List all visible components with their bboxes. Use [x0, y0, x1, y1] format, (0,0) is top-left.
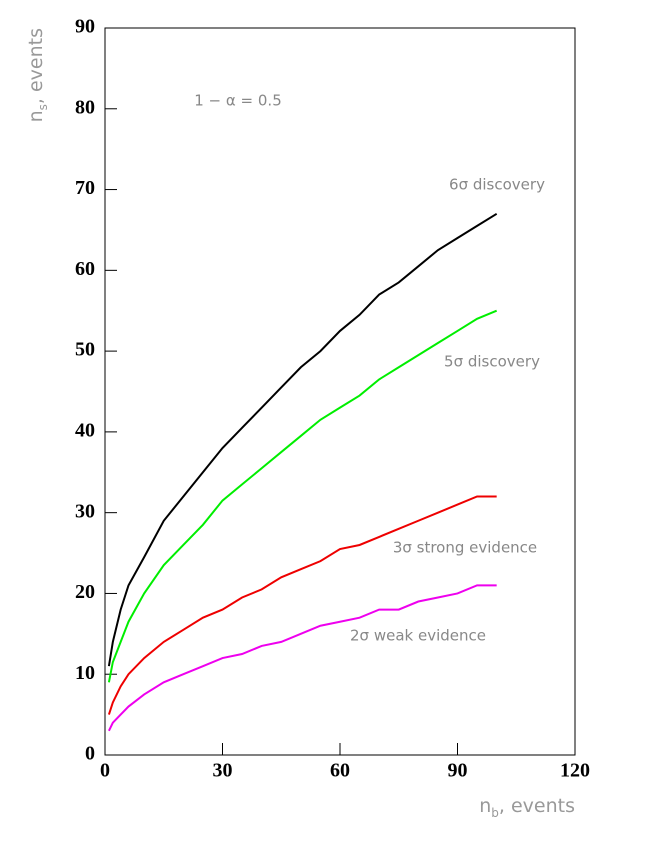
y-label-main: n [25, 110, 47, 122]
series-line [107, 309, 498, 683]
series-line [107, 495, 497, 715]
y-tick-label: 10 [75, 662, 95, 684]
x-axis-label: nb, events [479, 795, 575, 820]
y-label-sub: s [36, 104, 50, 110]
x-label-main: n [479, 795, 491, 817]
x-label-rest: , events [499, 795, 575, 817]
y-axis-label: ns, events [25, 28, 50, 122]
y-label-rest: , events [25, 28, 47, 104]
x-label-sub: b [491, 806, 499, 820]
y-tick-label: 0 [85, 743, 95, 765]
y-tick-label: 20 [75, 581, 95, 603]
y-tick-label: 80 [75, 96, 95, 118]
series-label: 2σ weak evidence [350, 627, 486, 645]
x-tick-label: 30 [213, 760, 233, 782]
x-tick-label: 0 [100, 760, 110, 782]
y-tick-label: 90 [75, 16, 95, 38]
series-label: 3σ strong evidence [393, 539, 537, 557]
annotation: 1 − α = 0.5 [194, 92, 282, 110]
x-tick-label: 120 [560, 760, 590, 782]
y-tick-label: 60 [75, 258, 95, 280]
y-tick-label: 70 [75, 177, 95, 199]
y-tick-label: 40 [75, 419, 95, 441]
series-label: 5σ discovery [444, 353, 540, 371]
plot-frame [104, 27, 576, 756]
x-tick-label: 60 [330, 760, 350, 782]
y-tick-label: 30 [75, 500, 95, 522]
y-tick-label: 50 [75, 339, 95, 361]
series-label: 6σ discovery [449, 176, 545, 194]
x-tick-label: 90 [448, 760, 468, 782]
series-line [108, 584, 497, 732]
series-line [107, 212, 498, 667]
